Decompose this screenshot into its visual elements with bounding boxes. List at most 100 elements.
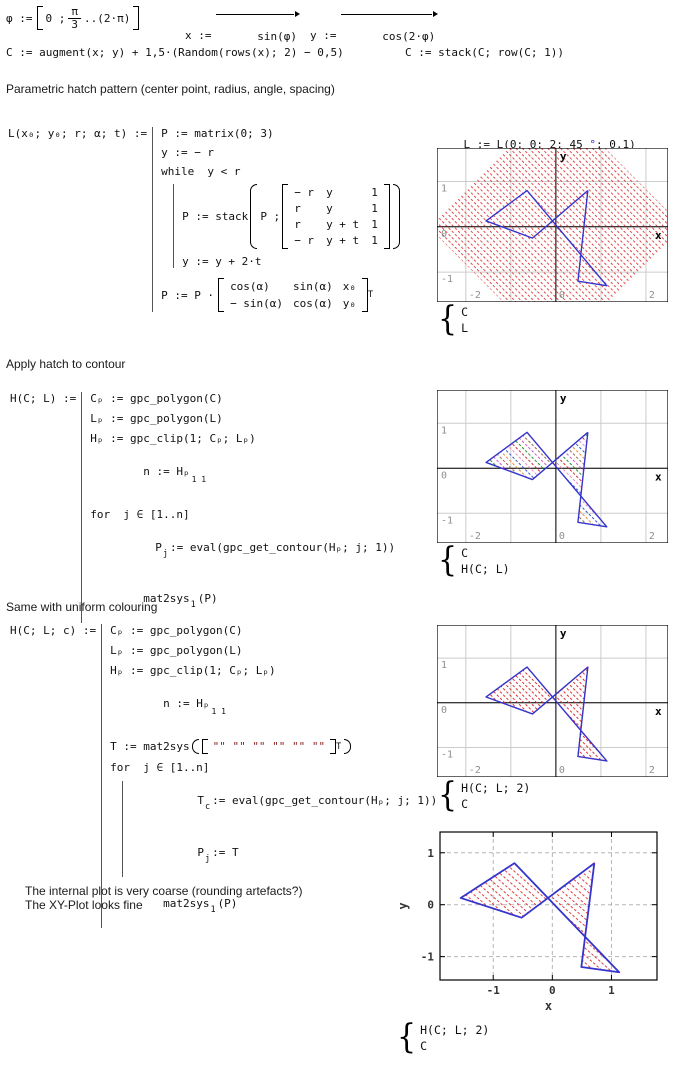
phi-lhs: φ := [6, 11, 33, 25]
legend-brace: { [438, 299, 458, 340]
formula-x-definition[interactable]: x := sin(φ) [185, 11, 300, 56]
formula-C-augment[interactable]: C := augment(x; y) + 1,5·(Random(rows(x)… [6, 46, 344, 59]
svg-text:y: y [560, 392, 567, 405]
svg-text:-2: -2 [469, 290, 481, 301]
y-lhs: y := [310, 28, 337, 42]
H2-clip: Hₚ := gpc_clip(1; Cₚ; Lₚ) [90, 432, 256, 445]
svg-text:0: 0 [559, 531, 565, 542]
L-fn-line-matrix: P := matrix(0; 3) [161, 127, 274, 140]
function-H2-definition[interactable]: H(C; L) := Cₚ := gpc_polygon(C) Lₚ := gp… [10, 392, 395, 623]
H3-Tc: Tc:= eval(gpc_get_contour(Hₚ; j; 1)) [197, 794, 438, 812]
note-line-1: The internal plot is very coarse (roundi… [25, 884, 303, 898]
svg-text:-2: -2 [469, 531, 481, 542]
formula-C-stack[interactable]: C := stack(C; row(C; 1)) [405, 46, 564, 59]
xy-plot-hatch-multicolor[interactable]: -1 0 1 -2 0 2 y x [437, 390, 668, 543]
H2-fn-head: H(C; L) := [10, 392, 77, 405]
plot3-legend[interactable]: { H(C; L; 2) C [438, 775, 531, 816]
H3-T-init: T := mat2sys "" "" "" "" "" "" T [110, 739, 437, 754]
L-fn-y-increment: y := y + 2·t [182, 255, 262, 268]
legend-item: C [461, 305, 469, 319]
legend-item: C [461, 797, 469, 811]
svg-text:2: 2 [649, 290, 655, 301]
xy-plot-hatch-uniform[interactable]: -1 0 1 -2 0 2 y x [437, 625, 668, 777]
H2-cp: Cₚ := gpc_polygon(C) [90, 392, 223, 405]
svg-text:2: 2 [649, 531, 655, 542]
svg-text:0: 0 [441, 229, 447, 240]
xy-plot-external[interactable]: -1 0 1 -1 0 1 x y [395, 822, 673, 1014]
note-text[interactable]: The internal plot is very coarse (roundi… [25, 884, 302, 912]
phi-range-tail: ..(2·π) [84, 11, 131, 25]
H3-for: for j ∈ [1..n] [110, 761, 210, 774]
svg-text:-1: -1 [441, 274, 453, 285]
svg-text:-1: -1 [441, 749, 453, 760]
empty-strings-vector: "" "" "" "" "" "" [212, 740, 326, 753]
note-line-2: The XY-Plot looks fine [25, 898, 143, 913]
legend-item: H(C; L; 2) [461, 781, 531, 795]
H3-return: mat2sys1 (P) [163, 897, 238, 915]
svg-text:0: 0 [559, 290, 565, 301]
transpose-superscript: T [336, 741, 342, 752]
x-lhs: x := [185, 28, 212, 42]
svg-text:2: 2 [649, 765, 655, 776]
svg-text:1: 1 [427, 847, 434, 860]
heading-apply-hatch[interactable]: Apply hatch to contour [6, 357, 126, 371]
legend-brace: { [438, 540, 458, 581]
H3-n: n := Hₚ1 1 [163, 697, 226, 716]
svg-text:0: 0 [427, 899, 434, 912]
vectorize-arrow: sin(φ) [215, 11, 300, 56]
legend-brace: { [438, 775, 458, 816]
plot4-legend[interactable]: { H(C; L; 2) C [397, 1021, 490, 1055]
H3-lp: Lₚ := gpc_polygon(L) [110, 644, 243, 657]
legend-item: H(C; L; 2) [420, 1023, 490, 1037]
phi-item: 0 ; [45, 11, 66, 25]
svg-text:-1: -1 [421, 951, 435, 964]
svg-text:0: 0 [441, 470, 447, 481]
heading-uniform-colouring[interactable]: Same with uniform colouring [6, 600, 158, 614]
svg-text:-1: -1 [487, 984, 501, 997]
svg-text:0: 0 [441, 705, 447, 716]
svg-text:1: 1 [441, 425, 447, 436]
H3-Pj: Pj:= T [197, 846, 239, 864]
formula-y-definition[interactable]: y := cos(2·φ) [310, 11, 438, 56]
svg-text:-1: -1 [441, 515, 453, 526]
svg-text:x: x [545, 999, 552, 1013]
svg-text:y: y [560, 150, 567, 163]
pi-over-3-fraction: π 3 [68, 6, 81, 30]
svg-text:y: y [396, 902, 410, 909]
L-fn-line-y-init: y := − r [161, 146, 215, 159]
H3-cp: Cₚ := gpc_polygon(C) [110, 624, 243, 637]
svg-text:1: 1 [441, 184, 447, 195]
xy-plot-hatch-pattern[interactable]: -1 0 1 -2 0 2 y x [437, 148, 668, 302]
L-fn-while: while y < r [161, 165, 241, 178]
svg-text:1: 1 [441, 660, 447, 671]
svg-text:0: 0 [549, 984, 556, 997]
L-fn-head: L(x₀; y₀; r; α; t) := [8, 127, 148, 140]
svg-text:x: x [655, 470, 662, 483]
function-H3-definition[interactable]: H(C; L; c) := Cₚ := gpc_polygon(C) Lₚ :=… [10, 624, 437, 928]
plot2-legend[interactable]: { C H(C; L) [438, 540, 510, 581]
formula-phi-definition[interactable]: φ := 0 ; π 3 ..(2·π) [6, 6, 140, 31]
legend-item: L [461, 321, 469, 335]
H2-for-body: Pj:= eval(gpc_get_contour(Hₚ; j; 1)) [155, 541, 396, 559]
H3-clip: Hₚ := gpc_clip(1; Cₚ; Lₚ) [110, 664, 276, 677]
H3-fn-head: H(C; L; c) := [10, 624, 97, 637]
bracket-right [133, 6, 140, 31]
H2-lp: Lₚ := gpc_polygon(L) [90, 412, 223, 425]
bracket-left [36, 6, 43, 31]
transpose-superscript: T [368, 290, 374, 300]
plot1-legend[interactable]: { C L [438, 299, 469, 340]
heading-parametric-hatch[interactable]: Parametric hatch pattern (center point, … [6, 82, 335, 96]
svg-text:x: x [655, 705, 662, 718]
svg-text:y: y [560, 627, 567, 640]
legend-item: C [420, 1039, 428, 1053]
rotation-matrix: cos(α) sin(α) x₀ − sin(α) cos(α) y₀ [230, 280, 357, 310]
svg-text:0: 0 [559, 765, 565, 776]
function-L-definition[interactable]: L(x₀; y₀; r; α; t) := P := matrix(0; 3) … [8, 127, 402, 312]
svg-text:x: x [655, 229, 662, 242]
L-fn-rotation: P := P · cos(α) sin(α) x₀ − sin(α) cos(α) y₀… [161, 278, 374, 312]
degree-unit: ° [589, 138, 596, 151]
H2-for: for j ∈ [1..n] [90, 508, 190, 521]
svg-text:-2: -2 [469, 765, 481, 776]
